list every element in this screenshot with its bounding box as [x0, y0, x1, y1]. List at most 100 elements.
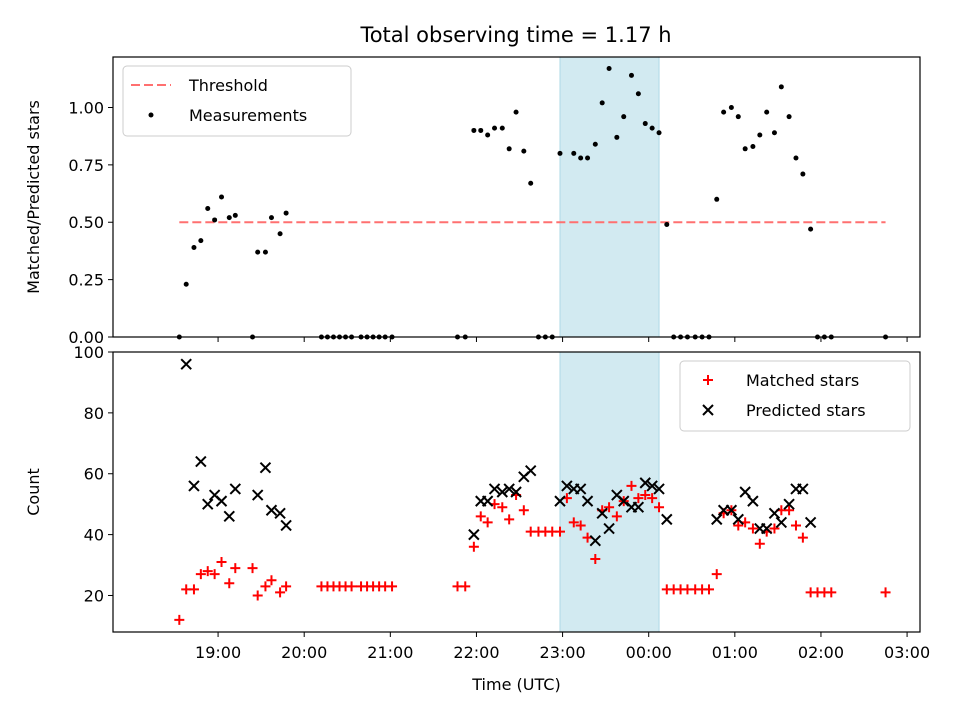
measurement-point — [800, 171, 806, 177]
measurement-point — [191, 244, 197, 250]
legend-predicted-swatch — [702, 404, 714, 416]
y-tick-label: 40 — [84, 526, 104, 545]
matched-star-point — [733, 520, 744, 531]
predicted-star-point — [503, 483, 515, 495]
legend-label: Matched stars — [746, 371, 859, 390]
legend-measurement-swatch — [148, 112, 154, 118]
measurement-point — [585, 155, 591, 161]
predicted-star-point — [525, 464, 537, 477]
measurement-point — [528, 180, 534, 186]
measurement-point — [277, 231, 283, 237]
matched-star-point — [711, 569, 722, 580]
x-tick-label: 21:00 — [367, 643, 413, 662]
predicted-star-point — [783, 498, 795, 510]
matched-star-point — [575, 520, 586, 531]
x-tick-label: 01:00 — [712, 643, 758, 662]
predicted-star-point — [468, 528, 480, 541]
y-tick-label: 0.00 — [68, 328, 104, 347]
predicted-star-point — [496, 486, 508, 498]
matched-star-point — [880, 587, 891, 598]
measurement-point — [283, 210, 289, 216]
x-tick-label: 00:00 — [626, 643, 672, 662]
matched-star-point — [275, 587, 286, 598]
matched-star-point — [633, 493, 644, 504]
x-tick-label: 23:00 — [540, 643, 586, 662]
axes-frame — [112, 351, 921, 633]
matched-star-point — [640, 490, 651, 501]
matched-star-point — [497, 502, 508, 513]
predicted-star-point — [510, 486, 522, 498]
legend-box — [679, 360, 911, 432]
matched-star-point — [747, 523, 758, 534]
matched-star-point — [703, 584, 714, 595]
predicted-star-point — [259, 461, 272, 474]
measurement-point — [721, 109, 727, 115]
y-tick-label: 0.25 — [68, 271, 104, 290]
axes-frame — [112, 56, 921, 338]
measurement-point — [635, 91, 641, 97]
measurement-point — [742, 146, 748, 152]
measurement-point — [205, 205, 211, 211]
predicted-star-point — [274, 507, 286, 520]
predicted-star-point — [223, 510, 235, 523]
y-tick-label: 80 — [84, 404, 104, 423]
matched-star-point — [460, 581, 471, 592]
y-tick-label: 60 — [84, 465, 104, 484]
predicted-star-point — [195, 455, 207, 468]
legend-label: Measurements — [189, 106, 307, 125]
matched-star-point — [224, 578, 235, 589]
predicted-star-point — [797, 483, 809, 495]
x-tick-label: 02:00 — [798, 643, 844, 662]
matched-star-point — [790, 520, 801, 531]
predicted-star-point — [639, 477, 651, 489]
predicted-star-point — [280, 519, 292, 532]
matched-star-point — [202, 566, 213, 577]
measurement-point — [606, 65, 612, 71]
matched-star-point — [554, 526, 565, 537]
measurement-point — [571, 150, 577, 156]
x-tick-label: 22:00 — [453, 643, 499, 662]
measurement-point — [513, 109, 519, 115]
measurement-point — [757, 132, 763, 138]
y-tick-label: 0.50 — [68, 213, 104, 232]
predicted-star-point — [488, 483, 501, 495]
matched-star-point — [754, 538, 765, 549]
measurement-point — [499, 125, 505, 131]
observing-window-band — [559, 351, 660, 633]
x-tick-label: 19:00 — [195, 643, 241, 662]
matched-star-point — [260, 581, 271, 592]
measurement-point — [471, 127, 477, 133]
legend-matched-swatch — [703, 375, 713, 385]
matched-star-point — [188, 584, 199, 595]
predicted-star-point — [251, 489, 264, 501]
predicted-star-point — [739, 486, 751, 498]
measurement-point — [621, 114, 627, 120]
legend: Matched stars Predicted stars — [679, 360, 911, 432]
matched-star-point — [216, 557, 227, 567]
matched-star-point — [230, 563, 241, 574]
predicted-star-point — [581, 495, 594, 507]
predicted-star-point — [747, 495, 759, 507]
measurement-point — [492, 125, 498, 131]
x-tick-label: 20:00 — [281, 643, 327, 662]
predicted-star-point — [618, 495, 630, 507]
measurement-point — [664, 222, 670, 228]
measurement-point — [478, 127, 484, 133]
measurement-point — [226, 215, 232, 221]
measurement-point — [485, 132, 491, 138]
matched-star-point — [252, 590, 263, 601]
legend-label: Threshold — [188, 76, 268, 95]
predicted-star-point — [229, 483, 242, 495]
measurement-point — [255, 249, 261, 255]
matched-star-point — [769, 523, 780, 534]
measurement-point — [735, 114, 741, 120]
predicted-star-point — [202, 498, 214, 510]
measurement-point — [728, 104, 734, 110]
x-tick-label: 03:00 — [884, 643, 930, 662]
measurement-point — [268, 215, 274, 221]
legend-label: Predicted stars — [746, 401, 866, 420]
predicted-star-point — [561, 480, 573, 492]
figure-title: Total observing time = 1.17 h — [359, 23, 671, 47]
measurement-point — [628, 72, 634, 78]
